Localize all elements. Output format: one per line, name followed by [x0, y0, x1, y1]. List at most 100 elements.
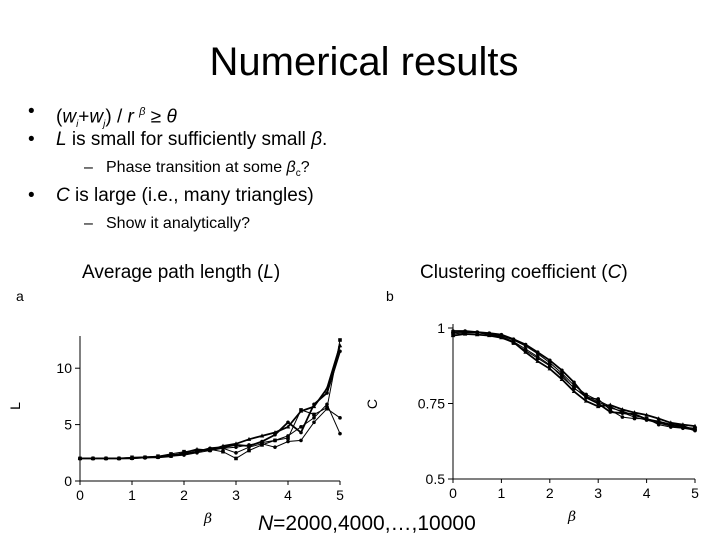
chart-b-point [632, 410, 637, 415]
chart-a-panel-label: a [16, 288, 24, 304]
chart-a-point [195, 449, 199, 454]
chart-b-point [644, 412, 649, 417]
chart-b-point [463, 330, 467, 335]
chart-b-point [596, 397, 600, 401]
chart-b-point [693, 426, 697, 431]
chart-b-series-line [452, 332, 696, 429]
chart-a-point [325, 391, 329, 395]
chart-b-point [560, 375, 564, 379]
chart-a-x-tick-label: 1 [128, 487, 136, 503]
chart-a-point [143, 456, 147, 460]
chart-b-point [523, 347, 528, 351]
chart-a-y-tick-label: 5 [64, 417, 72, 433]
chart-a-x-tick-label: 4 [284, 487, 292, 503]
chart-b-x-tick-label: 3 [594, 485, 602, 501]
chart-a-point [246, 436, 252, 441]
sub-bullet-analytic: Show it analytically? [28, 210, 327, 238]
chart-a-point [298, 408, 304, 413]
chart-b-point [450, 333, 456, 338]
chart-b-series-line [452, 333, 696, 427]
chart-b-title: Clustering coefficient (C) [420, 262, 628, 283]
chart-b-point [572, 385, 576, 390]
chart-b-point [692, 423, 698, 428]
chart-a-point [221, 446, 225, 451]
chart-b-point [656, 416, 661, 421]
chart-a-point [247, 445, 251, 449]
chart-a-y-label: L [7, 402, 23, 410]
chart-a-point [234, 456, 238, 461]
chart-a-point [325, 407, 329, 411]
chart-b-point [511, 339, 516, 344]
chart-a-point [337, 343, 343, 348]
chart-b-point [559, 376, 565, 381]
chart-a-series-line [80, 351, 341, 460]
chart-a-x-label: β [203, 511, 212, 527]
chart-a-point [220, 443, 226, 448]
chart-a-point [285, 424, 291, 429]
chart-b-point [680, 422, 686, 427]
chart-a-point [338, 431, 342, 436]
chart-b-point [560, 368, 564, 373]
chart-a-point [338, 416, 342, 420]
chart-b-point [584, 395, 588, 400]
chart-b-series-line [452, 331, 696, 430]
chart-b-point [547, 366, 552, 371]
chart-a-y-tick-label: 0 [64, 473, 72, 489]
bullet-condition: (wi+wj) / r β ≥ θ [28, 98, 327, 130]
chart-a-point [169, 454, 173, 458]
chart-a-point [272, 430, 278, 435]
chart-b-point [523, 342, 528, 347]
chart-a-point [299, 438, 303, 443]
chart-b-point [535, 350, 540, 354]
chart-a-point [194, 447, 200, 452]
chart-b-point [475, 332, 480, 337]
chart-a-point [156, 455, 160, 460]
chart-a-x-tick-label: 3 [232, 487, 240, 503]
chart-b-series-4 [450, 331, 698, 428]
chart-a-point [182, 452, 186, 456]
chart-a-point [104, 456, 108, 461]
chart-b-point [608, 408, 613, 412]
chart-a-point [233, 441, 239, 446]
chart-b-point [596, 401, 600, 406]
chart-a-point [312, 420, 316, 425]
slide-title: Numerical results [209, 40, 519, 84]
chart-b-point [548, 358, 552, 363]
chart-a-point [324, 386, 330, 391]
chart-a-point [286, 420, 290, 425]
chart-b-point [560, 373, 564, 377]
chart-a-point [208, 447, 212, 452]
chart-a-point [312, 416, 316, 420]
chart-b-x-tick-label: 1 [498, 485, 506, 501]
chart-a-x-tick-label: 2 [180, 487, 188, 503]
chart-a-point [311, 404, 317, 409]
chart-a-x-tick-label: 0 [76, 487, 84, 503]
chart-b-point [583, 398, 589, 403]
chart-a-point [338, 338, 342, 342]
chart-a-y-tick-label: 10 [56, 360, 72, 376]
chart-b-y-tick-label: 0.75 [418, 396, 445, 412]
chart-b-point [487, 332, 492, 336]
chart-b-y-tick-label: 0.5 [426, 471, 446, 487]
chart-b-point [620, 407, 625, 412]
bullet-list: (wi+wj) / r β ≥ θ L is small for suffici… [28, 98, 327, 238]
chart-a-title: Average path length (L) [82, 262, 281, 283]
chart-a-point [78, 456, 82, 461]
chart-b-point [535, 358, 540, 363]
chart-b-point [499, 334, 504, 339]
chart-b-point [608, 402, 613, 407]
chart-b-y-tick-label: 1 [437, 320, 445, 336]
chart-b-point [668, 420, 673, 425]
chart-b-x-tick-label: 0 [449, 485, 457, 501]
chart-a-point [130, 456, 134, 461]
chart-a-point [234, 451, 238, 455]
sub-bullet-phase-transition: Phase transition at some βc? [28, 154, 327, 182]
chart-b-point [693, 428, 697, 432]
chart-a-point [91, 456, 95, 461]
chart-a-point [299, 430, 303, 435]
chart-b-series-3 [451, 329, 697, 433]
chart-b-point [572, 380, 576, 385]
chart-b-y-label: C [364, 399, 380, 409]
chart-a-point [273, 438, 277, 443]
